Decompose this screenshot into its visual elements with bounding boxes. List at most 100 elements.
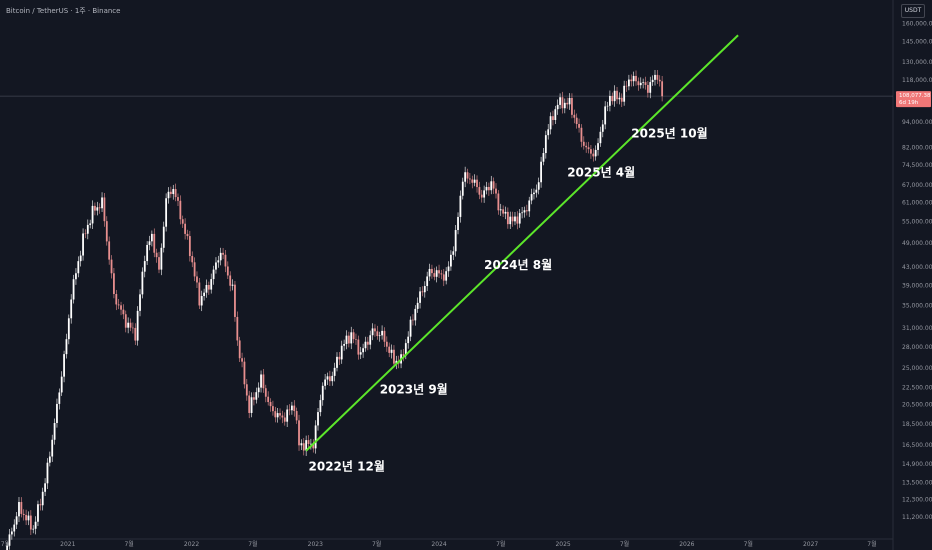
candle-body — [150, 233, 153, 242]
candle-body — [32, 528, 35, 530]
candle-body — [355, 339, 357, 340]
candle-body — [352, 332, 355, 340]
candle-body — [6, 545, 9, 550]
y-tick-label: 130,000.00 — [902, 59, 932, 66]
candle-body — [196, 276, 198, 283]
candle-body — [226, 266, 229, 276]
candle-body — [566, 102, 569, 105]
candle-body — [127, 322, 130, 328]
candle-body — [48, 456, 51, 463]
candle-body — [514, 216, 516, 222]
candle-body — [288, 409, 291, 411]
candle-body — [620, 97, 623, 102]
candle-body — [404, 343, 407, 356]
candle-body — [82, 233, 84, 256]
candle-body — [224, 254, 227, 267]
trendline-touch-annotation: 2025년 4월 — [567, 165, 635, 180]
candle-body — [478, 187, 481, 195]
candle-body — [340, 345, 343, 360]
candle-body — [262, 374, 265, 389]
candle-body — [383, 330, 386, 342]
candle-body — [350, 332, 353, 344]
candle-body — [594, 149, 597, 157]
candle-body — [255, 392, 258, 400]
candle-body — [139, 294, 141, 311]
candle-body — [319, 400, 322, 413]
candle-body — [37, 504, 39, 522]
candle-body — [568, 97, 571, 105]
candle-body — [307, 440, 310, 445]
candle-body — [143, 261, 146, 272]
x-tick-label: 7월 — [372, 540, 381, 548]
candle-body — [295, 411, 298, 421]
candle-body — [65, 339, 68, 355]
candle-body — [464, 172, 467, 182]
candle-body — [98, 207, 101, 209]
candle-body — [632, 75, 635, 82]
candle-body — [573, 114, 576, 118]
candle-body — [302, 443, 305, 451]
candle-body — [630, 79, 633, 82]
candle-body — [215, 262, 217, 270]
candle-body — [487, 186, 490, 191]
candle-body — [94, 205, 96, 211]
candle-body — [504, 211, 507, 214]
candle-body — [56, 403, 58, 423]
candle-body — [661, 81, 664, 97]
candle-body — [108, 241, 111, 260]
y-tick-label: 55,000.00 — [902, 219, 932, 226]
candle-body — [219, 252, 222, 261]
y-tick-label: 16,500.00 — [902, 442, 932, 449]
candle-body — [428, 268, 431, 277]
current-price-countdown: 6d 19h — [899, 100, 919, 106]
candle-body — [281, 415, 284, 418]
candle-body — [129, 322, 132, 328]
currency-button[interactable]: USDT — [901, 4, 925, 18]
trendline-touch-annotation: 2025년 10월 — [631, 125, 707, 140]
candle-body — [611, 95, 614, 102]
candle-body — [338, 356, 341, 360]
candle-body — [113, 273, 115, 294]
candle-body — [395, 360, 398, 364]
candle-body — [229, 275, 232, 286]
candle-body — [381, 330, 383, 336]
candle-body — [585, 145, 588, 148]
x-tick-label: 7월 — [1, 540, 10, 548]
current-price-tag — [896, 91, 931, 108]
candle-body — [433, 273, 436, 277]
candle-body — [578, 124, 580, 128]
candle-body — [483, 190, 486, 198]
y-tick-label: 118,000.00 — [902, 77, 932, 84]
y-tick-label: 18,500.00 — [902, 421, 932, 428]
candle-body — [77, 261, 80, 274]
candle-body — [421, 291, 424, 293]
candle-body — [426, 276, 429, 287]
candle-body — [158, 257, 160, 270]
y-tick-label: 61,000.00 — [902, 199, 932, 206]
candle-body — [499, 209, 502, 211]
candle-body — [174, 189, 177, 198]
candle-body — [243, 361, 246, 385]
candle-body — [580, 127, 583, 142]
candle-body — [535, 189, 538, 193]
candle-body — [317, 412, 319, 426]
candle-body — [160, 247, 163, 270]
candle-body — [454, 230, 457, 252]
candle-body — [162, 226, 165, 248]
candle-body — [186, 233, 189, 237]
candle-body — [440, 273, 443, 275]
candle-body — [407, 336, 410, 344]
y-tick-label: 13,500.00 — [902, 479, 932, 486]
candle-body — [468, 178, 471, 180]
candle-body — [25, 514, 28, 521]
candle-body — [13, 524, 16, 532]
candle-body — [193, 262, 196, 277]
candle-body — [419, 291, 421, 303]
candle-body — [609, 95, 611, 106]
candle-body — [369, 335, 372, 345]
symbol-title: Bitcoin / TetherUS · 1주 · Binance — [6, 7, 121, 15]
x-tick-label: 2026 — [679, 541, 694, 548]
candle-body — [291, 405, 293, 411]
candle-body — [590, 149, 592, 154]
